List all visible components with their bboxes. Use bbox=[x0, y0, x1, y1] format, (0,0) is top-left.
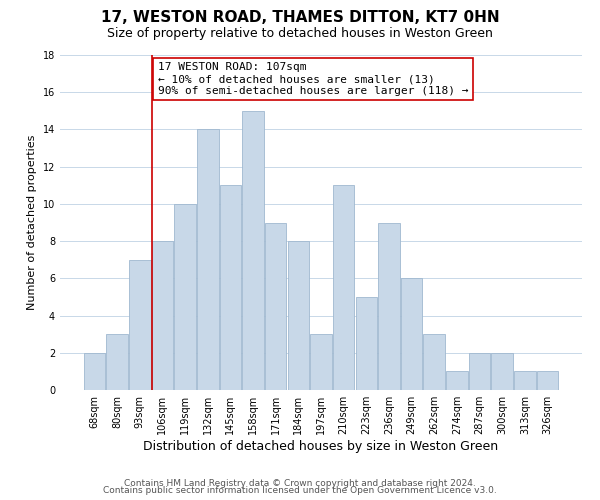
Bar bbox=[106, 334, 128, 390]
Bar bbox=[152, 241, 173, 390]
Bar bbox=[514, 372, 536, 390]
Bar bbox=[242, 111, 264, 390]
Bar bbox=[356, 297, 377, 390]
Text: 17 WESTON ROAD: 107sqm
← 10% of detached houses are smaller (13)
90% of semi-det: 17 WESTON ROAD: 107sqm ← 10% of detached… bbox=[158, 62, 469, 96]
Text: Size of property relative to detached houses in Weston Green: Size of property relative to detached ho… bbox=[107, 28, 493, 40]
Text: Contains HM Land Registry data © Crown copyright and database right 2024.: Contains HM Land Registry data © Crown c… bbox=[124, 478, 476, 488]
Text: 17, WESTON ROAD, THAMES DITTON, KT7 0HN: 17, WESTON ROAD, THAMES DITTON, KT7 0HN bbox=[101, 10, 499, 25]
Bar bbox=[333, 186, 355, 390]
Bar bbox=[378, 222, 400, 390]
Bar bbox=[197, 130, 218, 390]
Bar bbox=[469, 353, 490, 390]
Bar bbox=[287, 241, 309, 390]
X-axis label: Distribution of detached houses by size in Weston Green: Distribution of detached houses by size … bbox=[143, 440, 499, 453]
Bar bbox=[424, 334, 445, 390]
Bar bbox=[401, 278, 422, 390]
Bar bbox=[175, 204, 196, 390]
Text: Contains public sector information licensed under the Open Government Licence v3: Contains public sector information licen… bbox=[103, 486, 497, 495]
Bar bbox=[310, 334, 332, 390]
Bar bbox=[446, 372, 467, 390]
Bar bbox=[491, 353, 513, 390]
Y-axis label: Number of detached properties: Number of detached properties bbox=[27, 135, 37, 310]
Bar bbox=[129, 260, 151, 390]
Bar bbox=[220, 186, 241, 390]
Bar bbox=[537, 372, 558, 390]
Bar bbox=[84, 353, 105, 390]
Bar bbox=[265, 222, 286, 390]
